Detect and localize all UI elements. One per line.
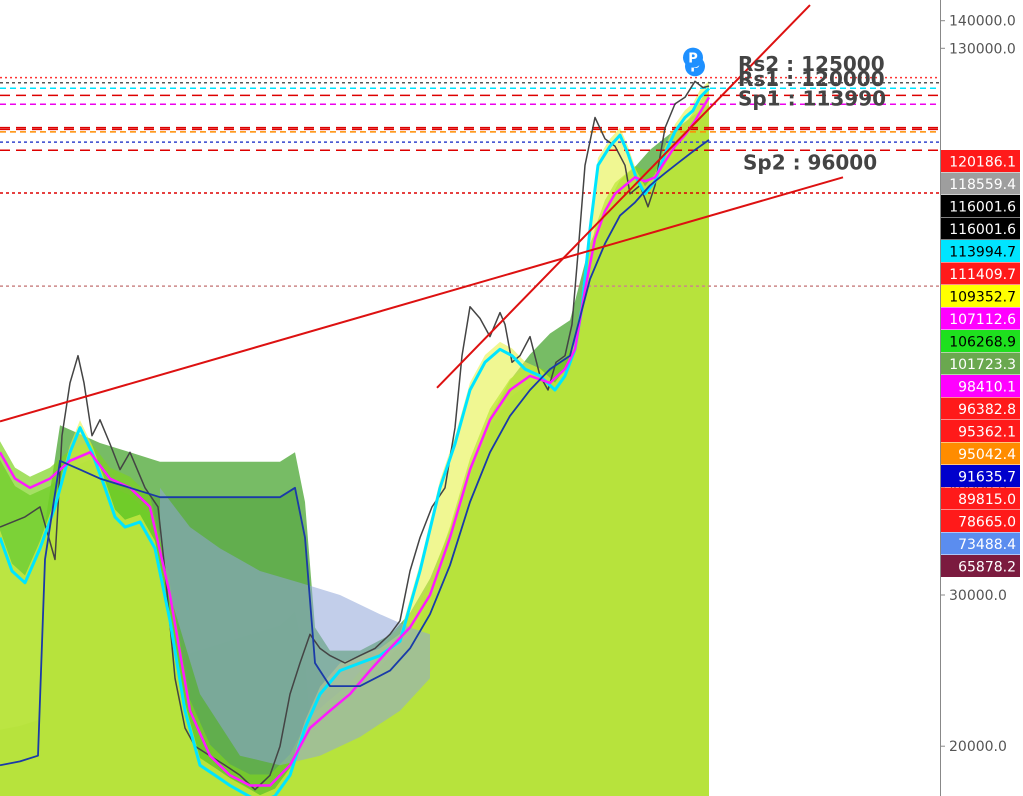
price-tag-value: 113994.7 xyxy=(949,245,1016,261)
cloud-band xyxy=(160,487,430,766)
price-tag-box xyxy=(941,240,1020,262)
price-tag-value: 116001.6 xyxy=(949,200,1016,216)
mid-ma-line xyxy=(0,96,711,787)
price-tag: 89815.0 xyxy=(941,487,1020,510)
price-tag-value: 91635.7 xyxy=(958,470,1016,486)
price-tag: 78665.0 xyxy=(941,510,1020,532)
price-line xyxy=(0,80,710,791)
price-tag-box xyxy=(941,420,1020,442)
price-tag: 96382.8 xyxy=(941,397,1020,420)
y-tick-label: 30000.0 xyxy=(949,588,1007,604)
price-tag-value: 95362.1 xyxy=(958,425,1016,441)
price-tag-value: 107112.6 xyxy=(949,312,1016,328)
price-tag-value: 96382.8 xyxy=(958,402,1016,418)
price-tag-box xyxy=(941,172,1020,195)
price-tag-value: 89815.0 xyxy=(958,492,1016,508)
price-tag: 109352.7 xyxy=(941,285,1020,307)
price-tag-box xyxy=(941,285,1020,307)
price-tag: 116001.6 xyxy=(941,217,1020,240)
price-tag-box xyxy=(941,442,1020,465)
price-tag-value: 109352.7 xyxy=(949,290,1016,306)
price-tag: 65878.2 xyxy=(941,555,1020,577)
price-tag-box xyxy=(941,510,1020,532)
price-tag: 101723.3 xyxy=(941,352,1020,375)
price-tag-value: 73488.4 xyxy=(958,537,1016,553)
slow-ma-line xyxy=(0,139,710,767)
price-tag-value: 111409.7 xyxy=(949,267,1016,283)
price-tag-box xyxy=(941,465,1020,487)
y-tick-label: 20000.0 xyxy=(949,739,1007,755)
price-tag-value: 106268.9 xyxy=(949,335,1016,351)
trendline-1[interactable] xyxy=(0,176,844,423)
price-axis-labels: 120186.1 118559.4 116001.6 116001.6 113994.7… xyxy=(941,150,1020,577)
price-tag-value: 98410.1 xyxy=(958,380,1016,396)
price-tag: 120186.1 xyxy=(941,150,1020,172)
price-tag-box xyxy=(941,150,1020,172)
trendlines[interactable] xyxy=(0,4,844,423)
price-tag-box xyxy=(941,307,1020,330)
fast-ma-line xyxy=(0,87,711,796)
price-tag-box xyxy=(941,330,1020,352)
price-tag-box xyxy=(941,487,1020,510)
price-tag-box xyxy=(941,397,1020,420)
y-tick-label: 140000.0 xyxy=(949,14,1016,30)
price-tag-value: 120186.1 xyxy=(949,155,1016,171)
price-tag-box xyxy=(941,555,1020,577)
chart-markers[interactable]: PP xyxy=(683,47,705,77)
price-tag: 98410.1 xyxy=(941,375,1020,397)
trendline-2[interactable] xyxy=(436,4,811,389)
price-tag-value: 116001.6 xyxy=(949,222,1016,238)
price-tag-box xyxy=(941,532,1020,555)
level-annotation: Rs2 : 125000 xyxy=(738,52,885,76)
p-marker[interactable]: P xyxy=(683,47,703,68)
price-tag: 95362.1 xyxy=(941,420,1020,442)
level-annotation: Sp2 : 96000 xyxy=(743,150,877,174)
level-annotation: Sp1 : 113990 xyxy=(738,86,886,110)
level-annotation: Rs1 : 120000 xyxy=(738,67,885,91)
price-tag: 73488.4 xyxy=(941,532,1020,555)
price-series xyxy=(0,80,711,796)
price-tag: 107112.6 xyxy=(941,307,1020,330)
price-tag-box xyxy=(941,375,1020,397)
p-marker-label: P xyxy=(688,52,698,67)
price-tag: 111409.7 xyxy=(941,262,1020,285)
price-tag-box xyxy=(941,217,1020,240)
price-tag: 113994.7 xyxy=(941,240,1020,262)
price-tag-value: 95042.4 xyxy=(958,447,1016,463)
price-tag-value: 78665.0 xyxy=(958,515,1016,531)
p-marker-circle xyxy=(683,47,703,68)
p-marker-label: P xyxy=(690,60,700,75)
y-tick-label: 130000.0 xyxy=(949,41,1016,57)
ma-band-5 xyxy=(0,80,709,796)
price-tag: 118559.4 xyxy=(941,172,1020,195)
price-tag: 116001.6 xyxy=(941,195,1020,217)
price-tag: 106268.9 xyxy=(941,330,1020,352)
price-tag-box xyxy=(941,262,1020,285)
price-tag-value: 65878.2 xyxy=(958,560,1016,576)
price-tag: 95042.4 xyxy=(941,442,1020,465)
price-tag-value: 101723.3 xyxy=(949,357,1016,373)
price-tag-value: 118559.4 xyxy=(949,177,1016,193)
price-tag-box xyxy=(941,195,1020,217)
price-tag-box xyxy=(941,352,1020,375)
price-tag: 91635.7 xyxy=(941,465,1020,487)
horizontal-levels xyxy=(0,76,940,287)
